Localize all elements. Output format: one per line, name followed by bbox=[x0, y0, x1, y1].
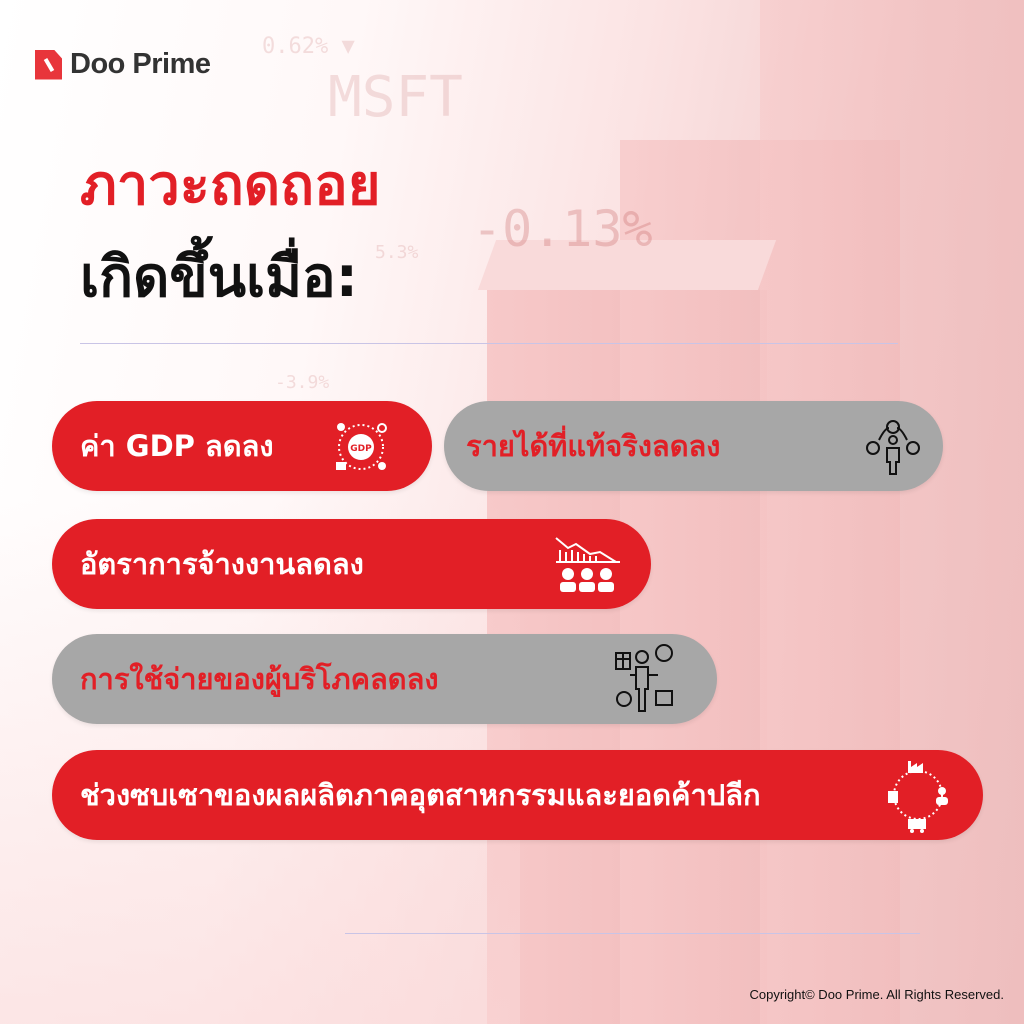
bg-ticker: 5.3% bbox=[375, 242, 419, 263]
item-employment: อัตราการจ้างงานลดลง bbox=[52, 519, 651, 609]
item-gdp: ค่า GDP ลดลง GDP bbox=[52, 401, 432, 491]
item-label: อัตราการจ้างงานลดลง bbox=[80, 547, 364, 581]
gdp-globe-icon: GDP bbox=[336, 423, 387, 470]
svg-text:GDP: GDP bbox=[350, 444, 372, 454]
divider bbox=[80, 343, 898, 344]
item-industry-retail: ช่วงซบเซาของผลผลิตภาคอุตสาหกรรมและยอดค้า… bbox=[52, 750, 983, 840]
item-label: รายได้ที่แท้จริงลดลง bbox=[466, 429, 721, 463]
item-label: ช่วงซบเซาของผลผลิตภาคอุตสาหกรรมและยอดค้า… bbox=[80, 778, 761, 812]
bg-ticker: 0.62% ▼ bbox=[262, 34, 355, 59]
heading-subtitle: เกิดขึ้นเมื่อ: bbox=[80, 245, 359, 310]
divider bbox=[345, 933, 920, 934]
item-consumer-spending: การใช้จ่ายของผู้บริโภคลดลง bbox=[52, 634, 717, 724]
person-money-icon bbox=[866, 420, 920, 475]
copyright: Copyright© Doo Prime. All Rights Reserve… bbox=[749, 987, 1004, 1002]
brand-logo: Doo Prime bbox=[35, 48, 211, 81]
heading-title: ภาวะถดถอย bbox=[80, 153, 381, 218]
industry-retail-cycle-icon bbox=[888, 761, 948, 833]
bg-ticker: -0.13% bbox=[472, 200, 653, 258]
employment-decline-icon bbox=[555, 537, 620, 592]
item-label: ค่า GDP ลดลง bbox=[80, 429, 274, 463]
brand-name: Doo Prime bbox=[70, 48, 211, 80]
consumer-spending-icon bbox=[615, 644, 673, 712]
item-real-income: รายได้ที่แท้จริงลดลง bbox=[444, 401, 943, 491]
bg-bar bbox=[760, 0, 1024, 1024]
item-label: การใช้จ่ายของผู้บริโภคลดลง bbox=[80, 662, 439, 696]
logo-icon bbox=[35, 49, 62, 80]
bg-ticker: -3.9% bbox=[275, 372, 330, 393]
bg-ticker: MSFT bbox=[328, 65, 463, 130]
